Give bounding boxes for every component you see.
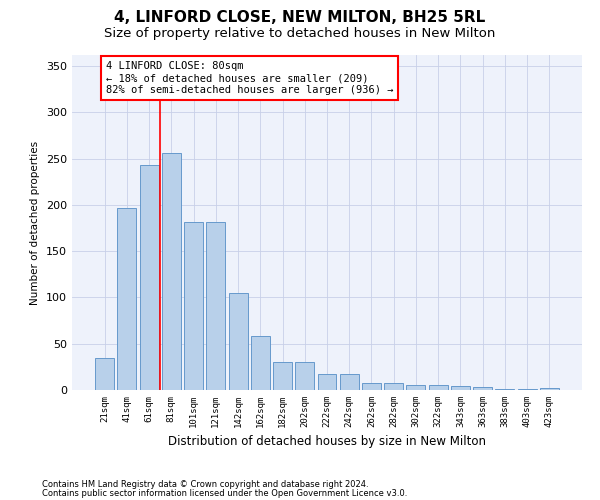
Bar [406, 386, 425, 390]
Bar [362, 382, 381, 390]
Text: Contains HM Land Registry data © Crown copyright and database right 2024.: Contains HM Land Registry data © Crown c… [42, 480, 368, 489]
Bar [229, 293, 248, 390]
Bar [317, 374, 337, 390]
Bar [473, 387, 492, 390]
Bar [162, 153, 181, 390]
Bar [496, 389, 514, 390]
Bar [295, 362, 314, 390]
Text: 4, LINFORD CLOSE, NEW MILTON, BH25 5RL: 4, LINFORD CLOSE, NEW MILTON, BH25 5RL [115, 10, 485, 25]
Bar [451, 386, 470, 390]
Bar [540, 388, 559, 390]
Bar [118, 208, 136, 390]
Bar [251, 336, 270, 390]
Bar [273, 362, 292, 390]
Bar [384, 382, 403, 390]
Bar [184, 222, 203, 390]
Bar [340, 374, 359, 390]
Text: 4 LINFORD CLOSE: 80sqm
← 18% of detached houses are smaller (209)
82% of semi-de: 4 LINFORD CLOSE: 80sqm ← 18% of detached… [106, 62, 393, 94]
Text: Size of property relative to detached houses in New Milton: Size of property relative to detached ho… [104, 28, 496, 40]
Bar [95, 358, 114, 390]
X-axis label: Distribution of detached houses by size in New Milton: Distribution of detached houses by size … [168, 436, 486, 448]
Bar [429, 386, 448, 390]
Bar [518, 389, 536, 390]
Bar [206, 222, 225, 390]
Bar [140, 165, 158, 390]
Y-axis label: Number of detached properties: Number of detached properties [31, 140, 40, 304]
Text: Contains public sector information licensed under the Open Government Licence v3: Contains public sector information licen… [42, 488, 407, 498]
